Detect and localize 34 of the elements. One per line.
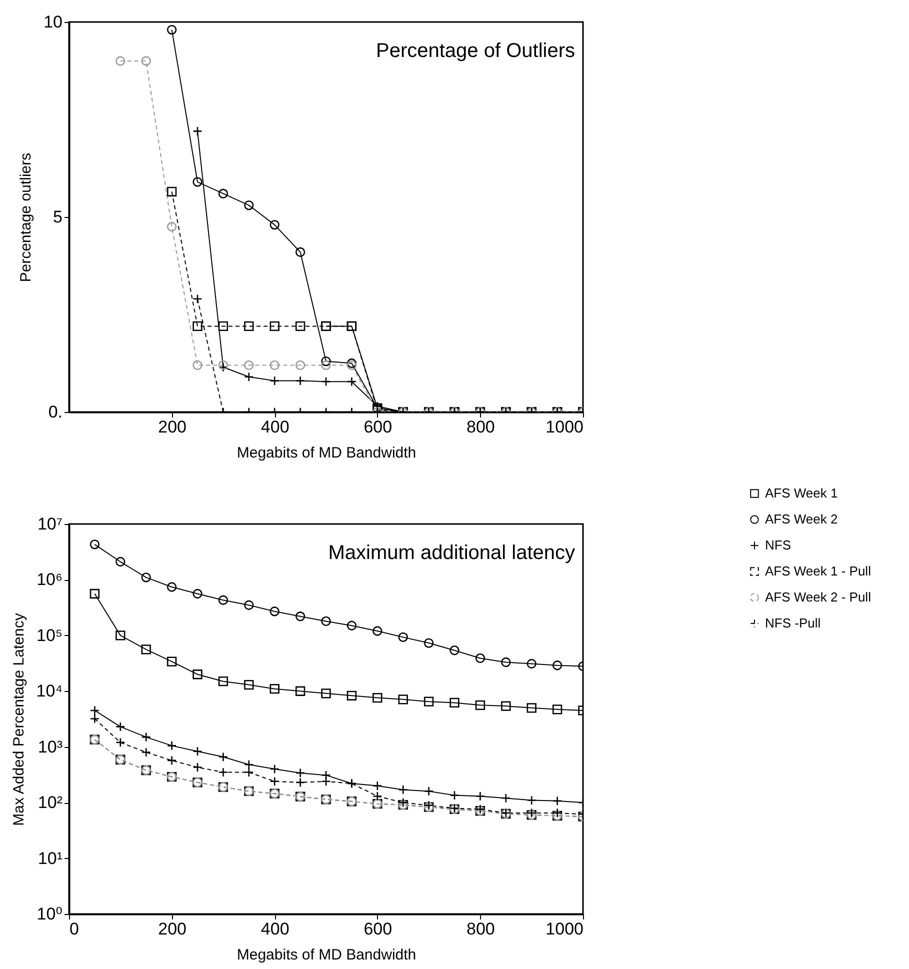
x-tick-label: 800 [466, 920, 495, 938]
x-tick-label: 200 [158, 418, 186, 436]
x-tick-label: 200 [158, 920, 186, 938]
y-tick-label: 10⁴ [36, 682, 62, 701]
legend-label: NFS -Pull [765, 616, 821, 630]
legend-label: AFS Week 2 - Pull [765, 590, 872, 604]
y-tick-label: 10⁶ [36, 570, 62, 590]
y-tick-label: 10³ [38, 737, 63, 756]
y-axis-title: Max Added Percentage Latency [10, 612, 28, 826]
x-tick-label: 1000 [546, 418, 584, 436]
x-tick-label: 400 [260, 418, 290, 436]
y-tick-label: 5 [53, 208, 62, 226]
y-tick-label: 0. [48, 402, 62, 422]
legend-label: NFS [765, 538, 792, 552]
text: Maximum additional latency [328, 542, 575, 564]
legend-label: AFS Week 2 [765, 512, 838, 526]
x-tick-label: 400 [260, 920, 290, 938]
y-tick-label: 10² [38, 793, 63, 812]
y-tick-label: 10⁷ [37, 514, 62, 534]
legend-label: AFS Week 1 [765, 486, 838, 500]
y-tick-label: 10 [44, 12, 62, 32]
y-tick-label: 10⁰ [36, 904, 63, 924]
y-axis-title: Percentage outliers [18, 152, 35, 282]
y-tick-label: 10¹ [38, 848, 63, 868]
y-tick-label: 10⁵ [36, 626, 62, 645]
x-tick-label: 600 [364, 418, 392, 436]
x-axis-title: Megabits of MD Bandwidth [236, 946, 416, 964]
x-tick-label: 0 [70, 920, 79, 938]
x-tick-label: 1000 [546, 920, 584, 938]
x-tick-label: 800 [466, 418, 495, 436]
x-axis-title: Megabits of MD Bandwidth [236, 444, 416, 462]
x-tick-label: 600 [364, 920, 392, 938]
text: Percentage of Outliers [376, 40, 575, 62]
legend-label: AFS Week 1 - Pull [765, 564, 872, 578]
